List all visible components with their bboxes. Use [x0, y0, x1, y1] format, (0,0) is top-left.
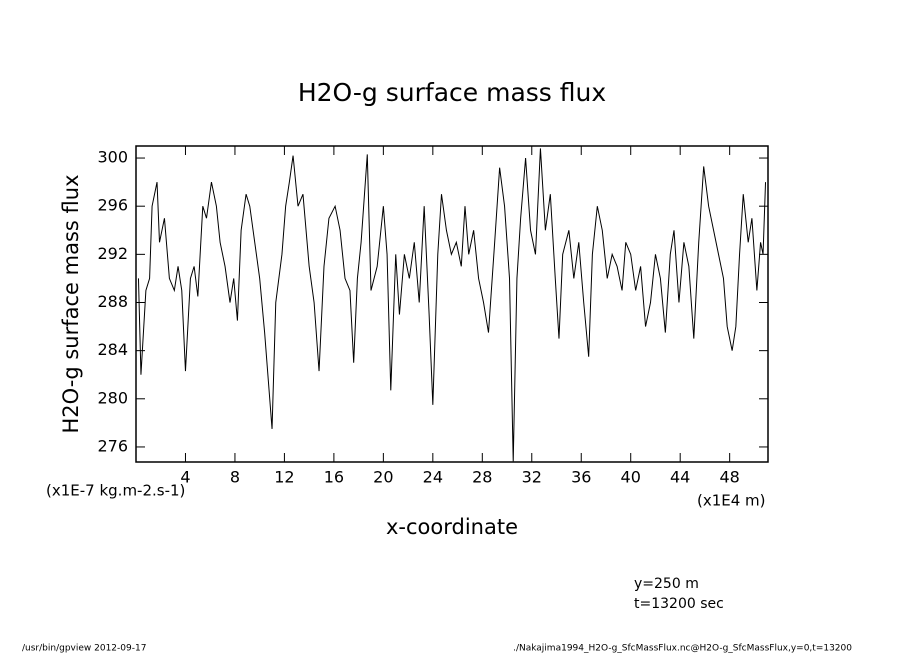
annotation: t=13200 sec — [634, 596, 724, 612]
y-tick-label: 292 — [97, 244, 128, 263]
y-tick-label: 300 — [97, 148, 128, 167]
footer: /usr/bin/gpview 2012-09-17 — [22, 644, 146, 654]
x-units: (x1E4 m) — [697, 492, 766, 510]
y-axis-label: H2O-g surface mass flux — [59, 175, 83, 434]
x-tick-label: 16 — [324, 468, 344, 487]
y-tick-label: 276 — [97, 436, 128, 455]
x-tick-label: 44 — [670, 468, 690, 487]
plot-frame — [135, 145, 769, 463]
footer: ./Nakajima1994_H2O-g_SfcMassFlux.nc@H2O-… — [513, 644, 852, 654]
data-line — [137, 148, 767, 462]
x-tick-label: 8 — [230, 468, 240, 487]
x-tick-label: 40 — [621, 468, 641, 487]
x-tick-label: 32 — [522, 468, 542, 487]
x-tick-label: 4 — [180, 468, 190, 487]
x-tick-label: 28 — [472, 468, 492, 487]
x-tick-label: 48 — [719, 468, 739, 487]
y-tick-label: 288 — [97, 292, 128, 311]
y-tick-label: 296 — [97, 196, 128, 215]
x-tick-label: 20 — [373, 468, 393, 487]
x-tick-label: 36 — [571, 468, 591, 487]
x-axis-label: x-coordinate — [386, 515, 518, 539]
y-units: (x1E-7 kg.m-2.s-1) — [46, 482, 185, 500]
y-tick-label: 284 — [97, 340, 128, 359]
annotation: y=250 m — [634, 576, 699, 592]
y-tick-label: 280 — [97, 388, 128, 407]
chart-title: H2O-g surface mass flux — [298, 78, 606, 107]
x-tick-label: 12 — [274, 468, 294, 487]
x-tick-label: 24 — [423, 468, 443, 487]
